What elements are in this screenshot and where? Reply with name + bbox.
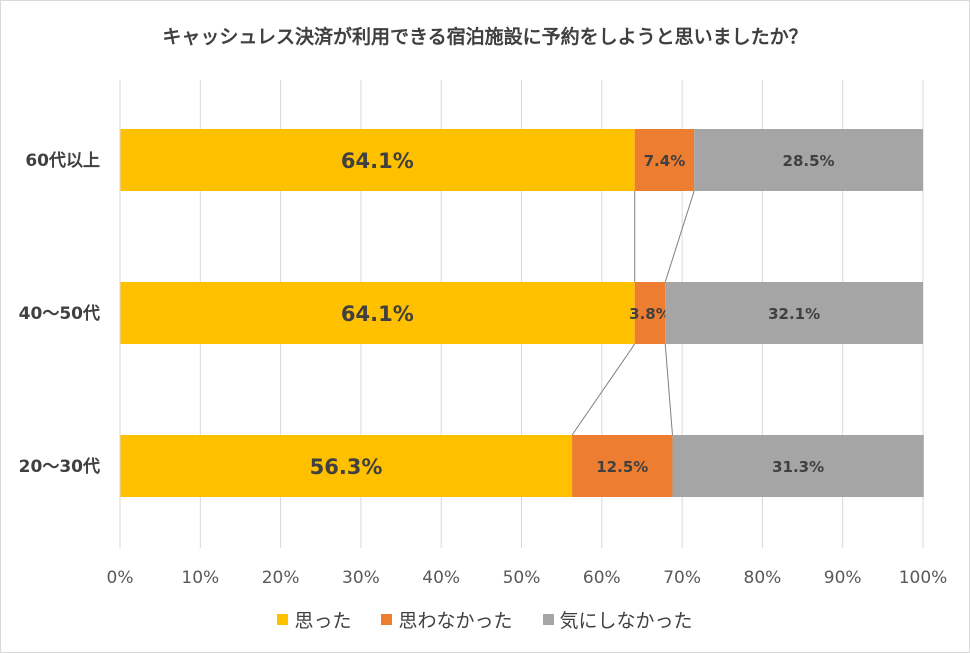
legend-label: 思わなかった — [398, 610, 513, 632]
category-label: 20～30代 — [19, 456, 100, 477]
bar-segment — [694, 129, 923, 191]
bar-segment — [672, 435, 924, 497]
category-label: 60代以上 — [25, 150, 100, 171]
series-line — [664, 190, 695, 283]
x-tick-label: 60% — [583, 568, 621, 588]
legend-label: 気にしなかった — [559, 610, 693, 632]
bar-segment — [120, 129, 635, 191]
data-label: 32.1% — [768, 305, 820, 323]
legend-label: 思った — [294, 610, 352, 632]
data-label: 31.3% — [772, 458, 824, 476]
legend-swatch — [381, 614, 393, 625]
data-label: 64.1% — [341, 302, 414, 326]
category-label: 40～50代 — [19, 303, 100, 324]
bar-segment — [634, 129, 695, 191]
legend-swatch — [542, 614, 554, 625]
bar-segment — [120, 435, 573, 497]
bar-segment — [665, 282, 923, 344]
x-tick-label: 10% — [181, 568, 219, 588]
x-tick-label: 50% — [503, 568, 541, 588]
data-label: 56.3% — [310, 455, 383, 479]
x-tick-label: 90% — [824, 568, 862, 588]
x-tick-label: 70% — [663, 568, 701, 588]
x-tick-label: 40% — [422, 568, 460, 588]
data-label: 64.1% — [341, 149, 414, 173]
data-label: 12.5% — [596, 458, 648, 476]
data-label: 28.5% — [783, 152, 835, 170]
legend-item: 気にしなかった — [542, 606, 693, 633]
legend-item: 思った — [277, 606, 351, 633]
x-tick-label: 80% — [744, 568, 782, 588]
data-label: 3.8% — [629, 305, 671, 323]
chart-legend: 思った 思わなかった 気にしなかった — [0, 606, 970, 633]
chart-title: キャッシュレス決済が利用できる宿泊施設に予約をしようと思いましたか？ — [162, 26, 808, 48]
series-line — [571, 343, 636, 436]
series-line — [664, 343, 673, 436]
x-tick-label: 30% — [342, 568, 380, 588]
legend-swatch — [277, 614, 289, 625]
x-tick-label: 20% — [262, 568, 300, 588]
bar-segment — [120, 282, 635, 344]
data-label: 7.4% — [644, 152, 686, 170]
x-tick-label: 0% — [107, 568, 134, 588]
legend-item: 思わなかった — [381, 606, 513, 633]
x-tick-label: 100% — [899, 568, 948, 588]
bar-segment — [634, 282, 666, 344]
bar-segment — [572, 435, 673, 497]
